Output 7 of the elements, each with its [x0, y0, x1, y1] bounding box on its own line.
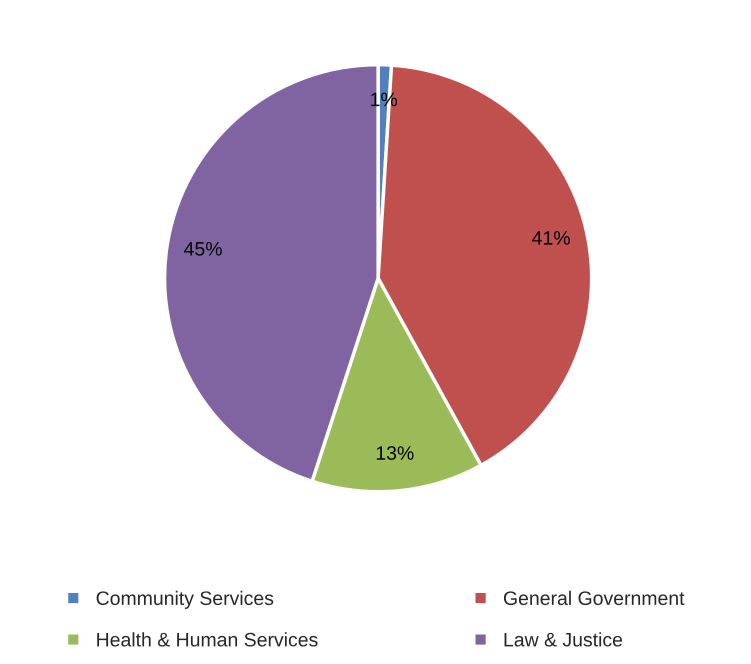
legend-label: Law & Justice [504, 632, 622, 647]
legend-label: Community Services [96, 590, 274, 609]
data-label: 13% [376, 446, 414, 460]
legend-label: General Government [504, 590, 684, 606]
data-label: 41% [532, 231, 570, 245]
legend-label: Health & Human Services [97, 632, 318, 647]
data-label: 45% [184, 242, 222, 256]
